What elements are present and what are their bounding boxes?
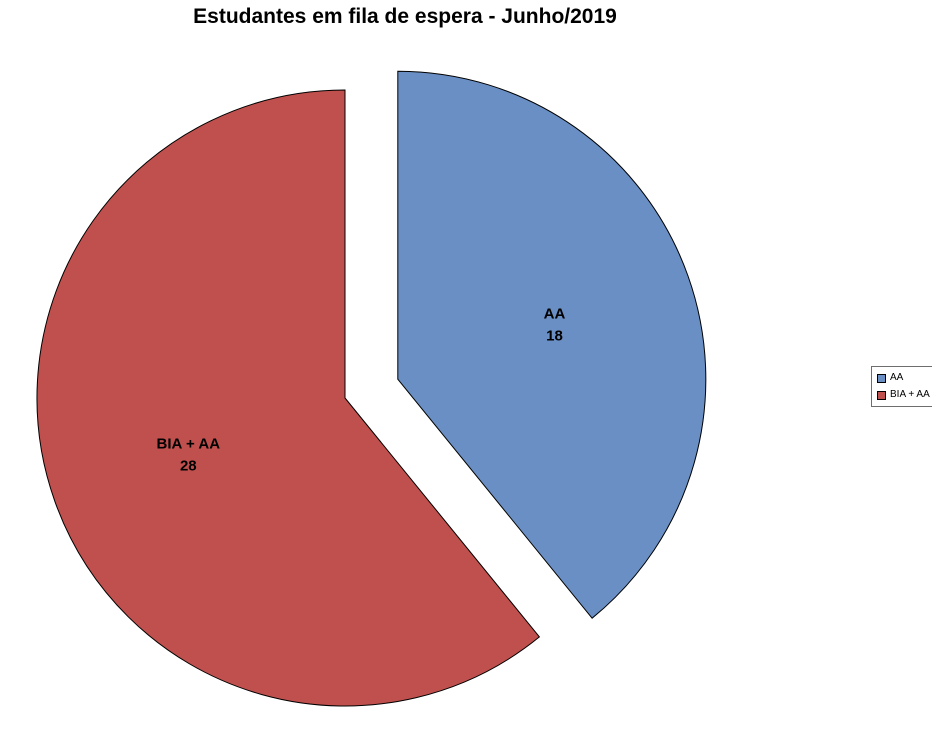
legend-item-aa: AA [877, 373, 930, 383]
pie-slice-0 [397, 70, 707, 619]
legend-swatch-bia-aa-icon [877, 390, 886, 400]
slice-label-name-0: AA [544, 306, 566, 323]
legend-item-bia-aa: BIA + AA [877, 390, 930, 400]
legend-label-aa: AA [890, 372, 904, 383]
chart-title: Estudantes em fila de espera - Junho/201… [193, 5, 617, 28]
legend-label-bia-aa: BIA + AA [890, 389, 930, 400]
legend: AA BIA + AA [871, 366, 932, 407]
pie-slice-1 [36, 89, 541, 707]
slice-label-value-1: 28 [180, 458, 197, 475]
slice-label-name-1: BIA + AA [157, 436, 221, 453]
legend-swatch-aa-icon [877, 373, 886, 383]
slice-label-value-0: 18 [546, 328, 563, 345]
